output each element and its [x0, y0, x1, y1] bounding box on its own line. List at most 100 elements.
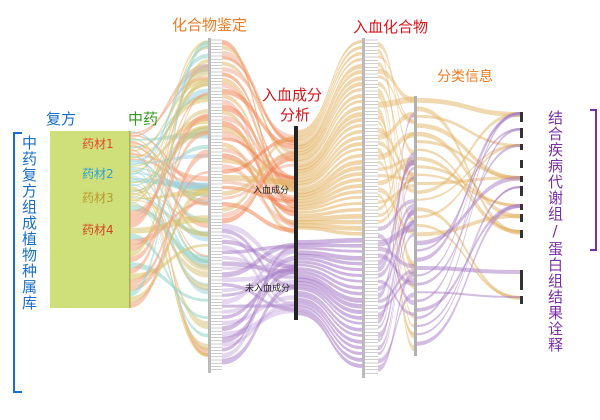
classification-flow — [378, 42, 414, 156]
classification-flow — [378, 55, 414, 123]
identification-flow — [222, 283, 296, 365]
herb-flow — [130, 155, 208, 264]
identification-flow — [222, 88, 296, 150]
interpretation-node — [520, 128, 523, 138]
interpretation-node — [520, 112, 523, 122]
herb-flow — [130, 92, 208, 274]
absorbed-flow — [298, 172, 362, 200]
absorbed-flow — [298, 184, 362, 207]
herb-flow — [130, 53, 208, 176]
identification-flow — [222, 244, 296, 352]
identification-flow — [222, 242, 296, 278]
interpretation-label: 结合疾病代谢组/蛋白组结果诠释 — [546, 110, 564, 353]
herb-label-3: 药材3 — [82, 191, 114, 205]
herb-flow — [130, 125, 208, 184]
right-bracket — [590, 109, 597, 251]
identification-flow — [222, 99, 296, 228]
identification-flow — [222, 61, 296, 155]
node-label-not-absorbed: 未入血成分 — [245, 284, 291, 294]
interpretation-node — [520, 186, 523, 196]
identification-flow — [222, 247, 296, 305]
identification-flow — [222, 137, 296, 180]
interpretation-flow — [417, 112, 520, 303]
absorbed-flow — [298, 154, 362, 191]
herb-block — [50, 131, 130, 308]
absorbed-flow — [298, 243, 362, 248]
classification-flow — [378, 160, 414, 276]
absorbed-flow — [298, 64, 362, 147]
header-classification: 分类信息 — [437, 69, 493, 85]
absorbed-flow — [298, 250, 362, 261]
identification-node-column — [208, 38, 211, 373]
classification-flow — [378, 203, 414, 278]
absorbed-flow — [298, 297, 362, 344]
classification-flow — [378, 159, 414, 272]
classification-flow — [378, 94, 414, 319]
identification-flow — [222, 255, 296, 332]
absorbed-flow — [298, 166, 362, 198]
interpretation-node — [520, 176, 523, 182]
classification-flow — [378, 233, 414, 306]
absorbed-flow — [298, 148, 362, 187]
classification-flow — [378, 112, 414, 324]
interpretation-flow — [417, 144, 520, 219]
interpretation-flow — [417, 114, 520, 147]
herb-flow — [130, 113, 208, 217]
absorbed-flow — [298, 40, 362, 134]
herb-flow — [130, 130, 208, 251]
interpretation-flow — [417, 106, 520, 235]
herb-flow — [130, 114, 208, 263]
absorbed-flow — [298, 280, 362, 315]
herb-flow — [130, 59, 208, 257]
classification-flow — [378, 193, 414, 336]
herb-flow — [130, 63, 208, 138]
classification-flow — [378, 48, 414, 267]
classification-flow — [378, 127, 414, 179]
herb-flow — [130, 233, 208, 320]
header-absorption-line1: 入血成分 — [262, 86, 323, 104]
classification-flow — [378, 269, 414, 304]
identification-flow — [222, 131, 296, 202]
classification-flow — [378, 121, 414, 328]
classification-flow — [378, 184, 414, 204]
identification-flow — [222, 295, 296, 326]
classification-flow — [378, 175, 414, 343]
absorbed-flow — [298, 202, 362, 214]
absorbed-flow — [298, 124, 362, 176]
absorbed-flow — [298, 304, 362, 356]
interpretation-flow — [417, 98, 520, 117]
identification-flow — [222, 175, 296, 185]
classification-flow — [378, 131, 414, 211]
identification-flow — [222, 115, 296, 187]
absorbed-flow — [298, 311, 362, 368]
absorbed-flow — [298, 94, 362, 161]
header-formula: 复方 — [46, 110, 77, 128]
absorbed-flow — [298, 58, 362, 142]
classification-flow — [378, 233, 414, 356]
header-compound-identification: 化合物鉴定 — [172, 16, 248, 34]
classification-flow — [378, 81, 414, 178]
absorbed-flow — [298, 70, 362, 150]
identification-flow — [222, 135, 296, 212]
interpretation-flow — [417, 112, 520, 262]
absorbed-flow — [298, 160, 362, 195]
absorbed-flow — [298, 214, 362, 222]
identification-flow — [222, 268, 296, 297]
interpretation-node — [520, 214, 523, 222]
classification-flow — [378, 208, 414, 339]
absorbed-flow — [298, 76, 362, 153]
absorbed-flow — [298, 294, 362, 337]
classification-flow — [378, 246, 414, 269]
identification-flow — [222, 248, 296, 359]
classification-flow — [378, 157, 414, 171]
herb-flow — [130, 46, 208, 204]
interpretation-flow — [417, 186, 520, 336]
absorbed-flow — [298, 238, 362, 245]
identification-flow — [222, 202, 296, 233]
identification-flow — [222, 239, 296, 270]
classification-flow — [378, 174, 414, 181]
classification-flow — [378, 141, 414, 193]
identification-flow — [222, 72, 296, 181]
interpretation-flow — [417, 176, 520, 246]
